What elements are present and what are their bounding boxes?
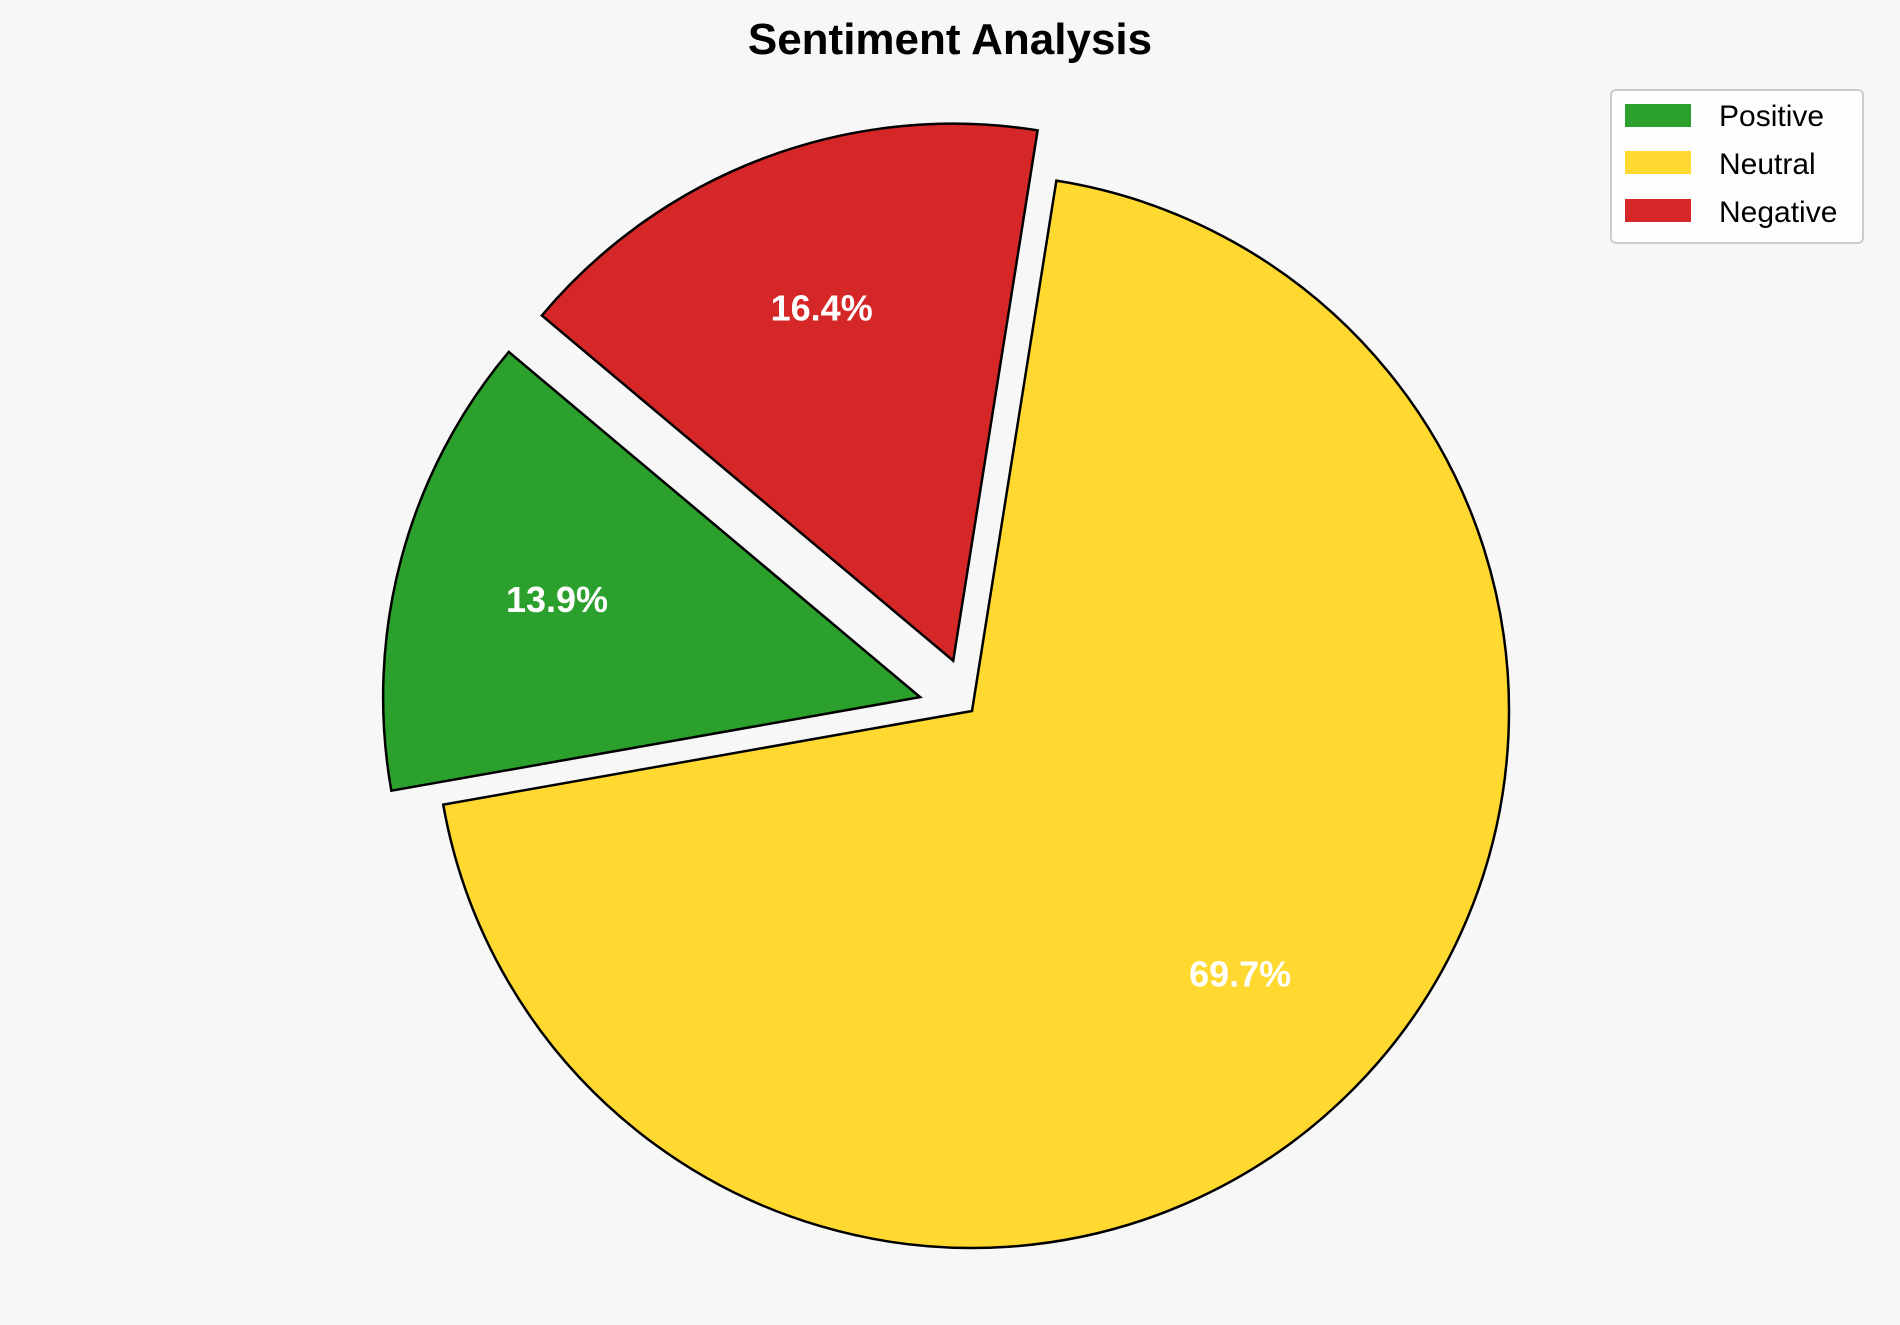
pie-label-negative: 16.4% <box>771 288 873 329</box>
pie-slice-negative <box>540 122 1040 664</box>
legend: Positive Neutral Negative <box>1610 89 1864 244</box>
pie-slice-positive <box>381 350 923 793</box>
legend-swatch-neutral <box>1625 151 1691 174</box>
pie-label-positive: 13.9% <box>506 579 608 620</box>
pie-label-neutral: 69.7% <box>1189 953 1291 994</box>
legend-swatch-negative <box>1625 199 1691 222</box>
legend-label-neutral: Neutral <box>1719 148 1816 181</box>
legend-label-positive: Positive <box>1719 100 1824 133</box>
pie-slice-neutral <box>441 179 1511 1250</box>
legend-label-negative: Negative <box>1719 196 1837 229</box>
chart-title: Sentiment Analysis <box>748 15 1152 64</box>
legend-swatch-positive <box>1625 104 1691 127</box>
